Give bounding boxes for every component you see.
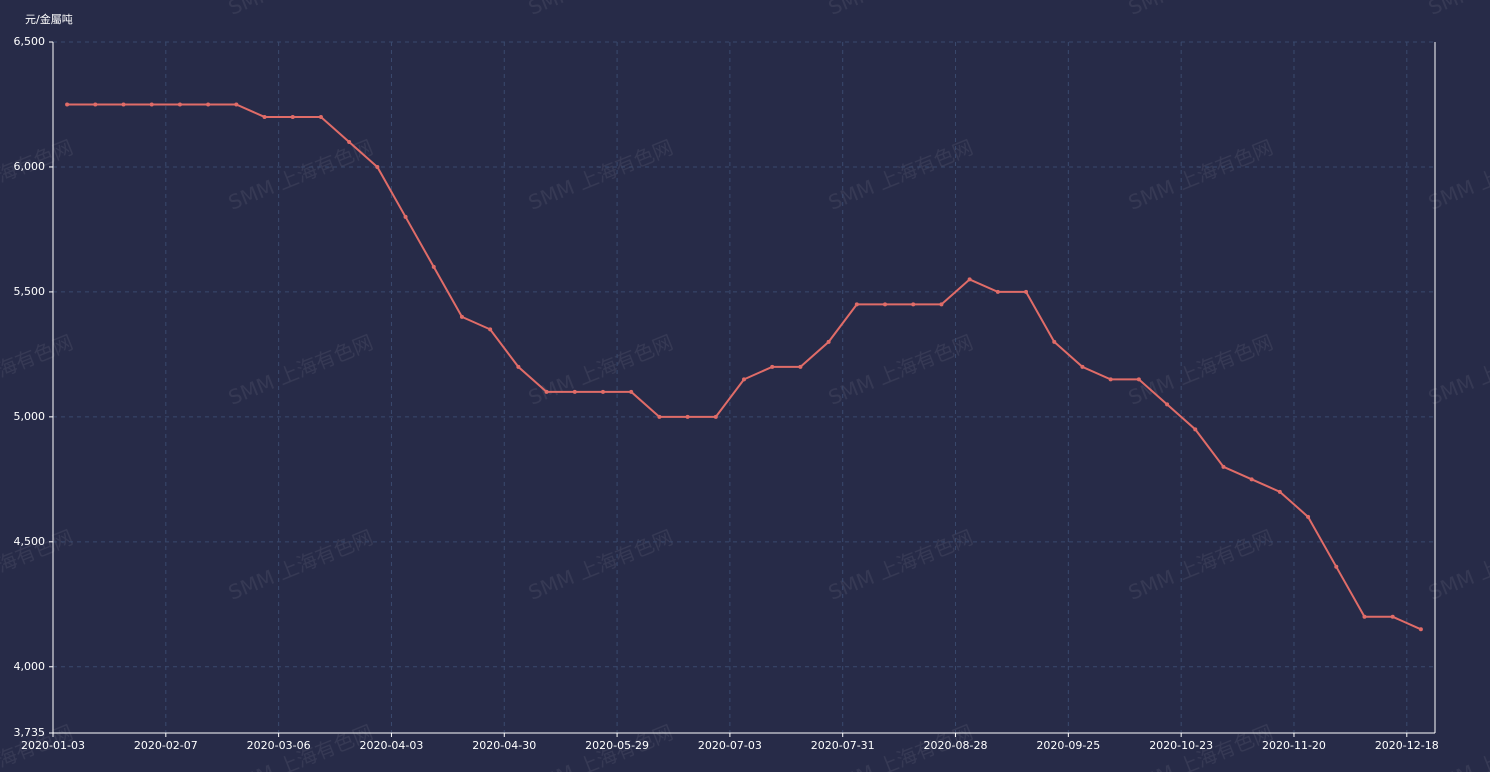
watermark: SMM 上海有色网 — [825, 0, 976, 20]
data-point — [206, 102, 211, 107]
watermark: SMM 上海有色网 — [225, 0, 376, 20]
data-point — [600, 389, 605, 394]
data-point — [234, 102, 239, 107]
data-point — [93, 102, 98, 107]
data-point — [939, 302, 944, 307]
x-tick-label: 2020-08-28 — [924, 739, 988, 752]
x-tick-label: 2020-11-20 — [1262, 739, 1326, 752]
data-point — [488, 327, 493, 332]
watermark: SMM 上海有色网 — [225, 525, 376, 605]
x-tick-label: 2020-10-23 — [1149, 739, 1213, 752]
data-point — [1136, 377, 1141, 382]
watermark: SMM 上海有色网 — [0, 135, 76, 215]
x-tick-label: 2020-07-03 — [698, 739, 762, 752]
data-point — [1052, 339, 1057, 344]
watermark: SMM 上海有色网 — [525, 0, 676, 20]
x-tick-label: 2020-04-30 — [472, 739, 536, 752]
data-point — [375, 164, 380, 169]
data-point — [149, 102, 154, 107]
data-point — [883, 302, 888, 307]
data-point — [1080, 364, 1085, 369]
data-point — [1221, 464, 1226, 469]
data-point — [685, 414, 690, 419]
data-point — [1362, 614, 1367, 619]
watermark: SMM 上海有色网 — [1425, 0, 1490, 20]
data-point — [1306, 514, 1311, 519]
data-point — [713, 414, 718, 419]
data-point — [1249, 477, 1254, 482]
data-point — [262, 114, 267, 119]
data-point — [629, 389, 634, 394]
data-point — [431, 264, 436, 269]
watermark: SMM 上海有色网 — [825, 135, 976, 215]
x-tick-label: 2020-12-18 — [1375, 739, 1439, 752]
data-point — [347, 139, 352, 144]
watermark: SMM 上海有色网 — [525, 135, 676, 215]
data-point — [572, 389, 577, 394]
x-tick-label: 2020-04-03 — [359, 739, 423, 752]
data-point — [826, 339, 831, 344]
data-point — [1165, 402, 1170, 407]
watermark: SMM 上海有色网 — [1125, 135, 1276, 215]
data-point — [995, 289, 1000, 294]
watermark: SMM 上海有色网 — [1125, 0, 1276, 20]
data-point — [290, 114, 295, 119]
data-point — [657, 414, 662, 419]
data-point — [742, 377, 746, 382]
x-tick-label: 2020-07-31 — [811, 739, 875, 752]
watermark: SMM 上海有色网 — [1125, 525, 1276, 605]
data-point — [459, 314, 464, 319]
data-point — [121, 102, 126, 107]
x-tick-label: 2020-05-29 — [585, 739, 649, 752]
x-tick-label: 2020-09-25 — [1036, 739, 1100, 752]
y-tick-label: 3,735 — [14, 726, 46, 739]
data-point — [1193, 427, 1198, 432]
data-point — [1108, 377, 1113, 382]
y-axis-unit: 元/金屬吨 — [25, 12, 73, 26]
watermark: SMM 上海有色网 — [225, 330, 376, 410]
data-point — [1024, 289, 1029, 294]
data-point — [1277, 489, 1282, 494]
data-point — [318, 114, 323, 119]
watermark: SMM 上海有色网 — [0, 330, 76, 410]
data-point — [798, 364, 803, 369]
x-tick-label: 2020-03-06 — [247, 739, 311, 752]
data-point — [967, 277, 972, 282]
data-point — [403, 214, 408, 219]
data-point — [1334, 564, 1339, 569]
x-tick-label: 2020-01-03 — [21, 739, 85, 752]
y-tick-label: 5,500 — [14, 285, 46, 298]
watermark: SMM 上海有色网 — [1125, 330, 1276, 410]
data-point — [1390, 614, 1395, 619]
data-point — [770, 364, 775, 369]
data-point — [65, 102, 70, 107]
data-point — [911, 302, 916, 307]
y-tick-label: 4,000 — [14, 660, 46, 673]
watermark: SMM 上海有色网 — [825, 330, 976, 410]
data-point — [1418, 627, 1423, 632]
data-point — [177, 102, 182, 107]
y-tick-label: 6,000 — [14, 160, 46, 173]
watermark: SMM 上海有色网 — [525, 525, 676, 605]
data-point — [854, 302, 859, 307]
data-point — [544, 389, 549, 394]
data-point — [516, 364, 521, 369]
x-tick-label: 2020-02-07 — [134, 739, 198, 752]
y-tick-label: 4,500 — [14, 535, 46, 548]
y-tick-label: 5,000 — [14, 410, 46, 423]
y-tick-label: 6,500 — [14, 35, 46, 48]
watermark: SMM 上海有色网 — [825, 525, 976, 605]
watermark: SMM 上海有色网 — [525, 330, 676, 410]
